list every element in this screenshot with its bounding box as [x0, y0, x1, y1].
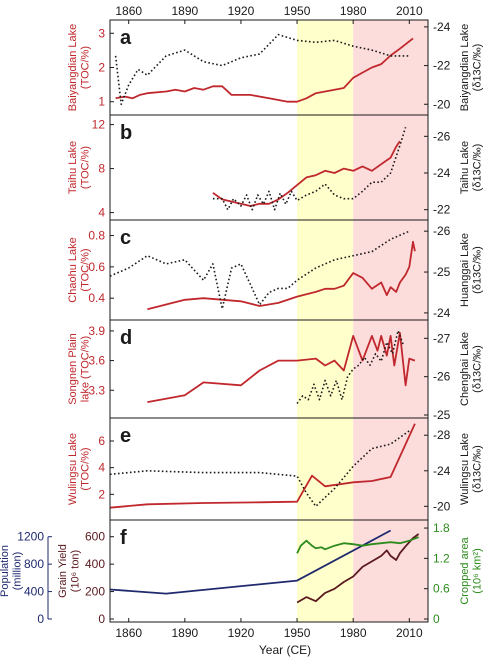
right-tick-label: 1.8: [433, 521, 450, 535]
left-tick-label: 200: [85, 585, 105, 599]
top-year-tick-label: 1860: [115, 4, 142, 18]
bottom-year-tick-label: 1890: [171, 626, 198, 640]
left-tick-label: 0.4: [88, 291, 105, 305]
left-tick-label: 1: [98, 95, 105, 109]
panel-letter-f: f: [120, 527, 127, 549]
left-tick-label: 12: [92, 118, 106, 132]
left-tick-label: 8: [98, 162, 105, 176]
axes: 1860186018901890192019201950195019801980…: [0, 4, 483, 640]
top-year-tick-label: 1950: [284, 4, 311, 18]
right-tick-label: -24: [433, 166, 451, 180]
left-axis-label-a: Baiyangdian Lake(TOC/%): [67, 24, 92, 111]
right-tick-label: -22: [433, 59, 451, 73]
series-line-a-right: [114, 33, 410, 106]
left-axis-label-e: Wulingsu Lake(TOC/%): [67, 433, 92, 505]
outer-tick-label: 1200: [17, 530, 44, 544]
right-axis-label-c: Huanggai Lake(δ13C/‰): [459, 233, 484, 307]
left-tick-label: 4: [98, 461, 105, 475]
left-tick-label: 2: [98, 487, 105, 501]
period-band-0: [297, 20, 354, 622]
series-line-a-left: [115, 37, 414, 103]
right-tick-label: -20: [433, 97, 451, 111]
left-axis-label-c: Chaohu Lake(TOC/%): [67, 237, 92, 302]
left-tick-label: 0: [98, 612, 105, 626]
right-tick-label: -28: [433, 428, 451, 442]
panel-frame-f: [109, 519, 429, 623]
panel-letter-b: b: [120, 122, 132, 144]
right-axis-label-f: Cropped area(10⁶ km²): [459, 536, 484, 604]
top-year-tick-label: 1980: [340, 4, 367, 18]
panel-letter-a: a: [120, 27, 132, 49]
bottom-year-tick-label: 2010: [396, 626, 423, 640]
outer-tick-label: 400: [24, 585, 44, 599]
series-line-c-right: [109, 230, 410, 310]
series-lines: [109, 33, 420, 604]
panel-letter-d: d: [120, 327, 132, 349]
left-tick-label: 3.3: [88, 383, 105, 397]
x-axis-label: Year (CE): [259, 643, 311, 657]
left-tick-label: 2: [98, 61, 105, 75]
period-band-1: [353, 20, 428, 622]
series-line-f-population: [109, 529, 392, 595]
left-tick-label: 600: [85, 530, 105, 544]
right-axis-label-d: Chenghai Lake(δ13C/‰): [459, 332, 484, 406]
series-line-f-cropped-area: [296, 536, 419, 554]
series-line-f-grain-yield: [296, 533, 420, 604]
right-tick-label: -26: [433, 370, 451, 384]
right-tick-label: -24: [433, 306, 451, 320]
left-tick-label: 3.9: [88, 324, 105, 338]
right-tick-label: -22: [433, 203, 451, 217]
panel-letter-e: e: [120, 425, 131, 447]
right-tick-label: -24: [433, 20, 451, 34]
left-axis-label-f: Grain Yield(10⁶ ton): [57, 544, 82, 598]
panel-letter-c: c: [120, 227, 131, 249]
left-tick-label: 3: [98, 26, 105, 40]
left-tick-label: 0.6: [88, 260, 105, 274]
period-shading: [297, 20, 428, 622]
right-tick-label: -26: [433, 224, 451, 238]
outer-tick-label: 800: [24, 557, 44, 571]
left-tick-label: 4: [98, 206, 105, 220]
bottom-year-tick-label: 1860: [115, 626, 142, 640]
right-tick-label: -20: [433, 499, 451, 513]
series-line-c-left: [147, 240, 416, 311]
left-tick-label: 0.8: [88, 229, 105, 243]
top-year-tick-label: 1890: [171, 4, 198, 18]
left-tick-label: 400: [85, 557, 105, 571]
series-line-b-right: [212, 126, 407, 211]
right-axis-label-e: Wulingsu Lake(δ13C/‰): [459, 433, 484, 505]
bottom-year-tick-label: 1950: [284, 626, 311, 640]
outer-tick-label: 0: [37, 612, 44, 626]
right-tick-label: 0: [433, 612, 440, 626]
right-axis-label-b: Taihu Lake(δ13C/‰): [459, 141, 484, 194]
bottom-year-tick-label: 1980: [340, 626, 367, 640]
series-line-d-left: [147, 331, 416, 403]
left-tick-label: 6: [98, 434, 105, 448]
outer-axis-label: Population(million): [0, 545, 23, 597]
left-axis-label-d: Songnen Plainlake (TOC/%): [67, 333, 92, 405]
right-tick-label: -24: [433, 464, 451, 478]
top-year-tick-label: 2010: [396, 4, 423, 18]
right-tick-label: 1.2: [433, 551, 450, 565]
top-year-tick-label: 1920: [228, 4, 255, 18]
series-line-e-left: [109, 423, 416, 509]
bottom-year-tick-label: 1920: [228, 626, 255, 640]
right-tick-label: -27: [433, 331, 451, 345]
right-tick-label: 0.6: [433, 582, 450, 596]
right-tick-label: -25: [433, 408, 451, 422]
left-tick-label: 3.6: [88, 354, 105, 368]
right-tick-label: -25: [433, 265, 451, 279]
right-axis-label-a: Baiyangdian Lake(δ13C/‰): [459, 24, 484, 111]
left-axis-label-b: Taihu Lake(TOC/%): [67, 141, 92, 194]
right-tick-label: -26: [433, 129, 451, 143]
